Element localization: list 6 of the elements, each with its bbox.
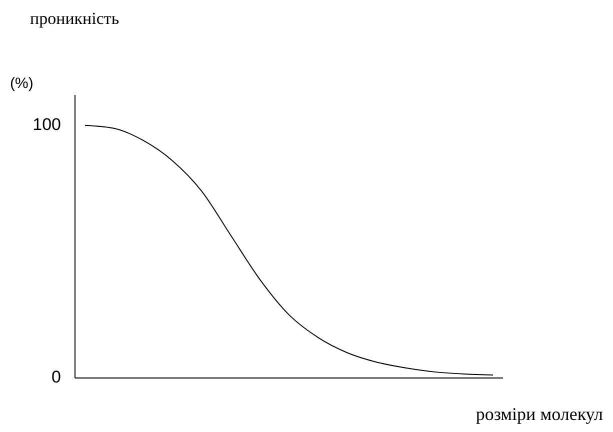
text: (%)	[10, 75, 34, 92]
y-tick-label: 100	[32, 114, 61, 134]
y-tick-label: 0	[52, 367, 61, 386]
x-axis-title: розміри молекул	[476, 404, 604, 424]
text: проникність	[30, 9, 120, 28]
line-series	[84, 124, 494, 376]
